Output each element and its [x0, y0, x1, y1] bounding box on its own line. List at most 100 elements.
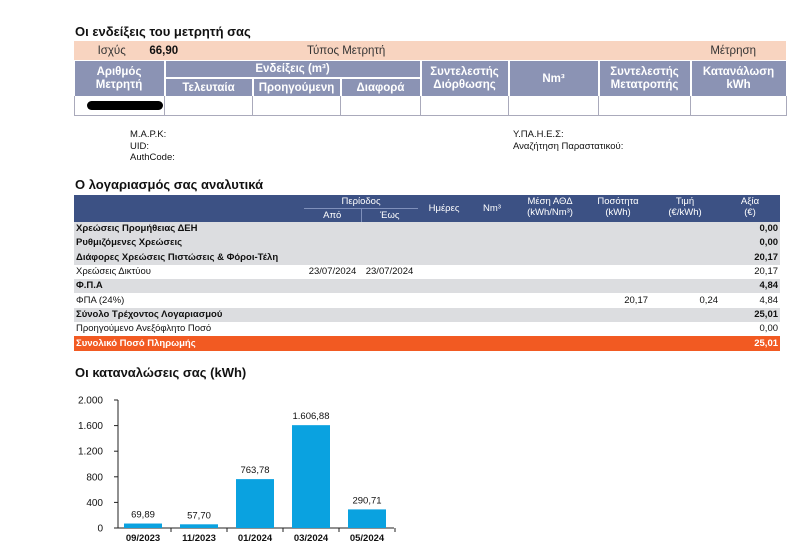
- meter-number-cell: [74, 96, 165, 116]
- bill-row-to: [361, 222, 419, 237]
- bill-row-label: Χρεώσεις Προμήθειας ΔΕΗ: [74, 222, 304, 237]
- x-tick-label: 09/2023: [126, 533, 160, 544]
- header-correction-factor: Συντελεστής Διόρθωσης: [420, 61, 510, 96]
- bill-row-qty: [586, 307, 651, 323]
- meter-section-title: Οι ενδείξεις του μετρητή σας: [75, 24, 251, 39]
- bill-row-label: Σύνολο Τρέχοντος Λογαριασμού: [74, 307, 304, 323]
- y-tick-label: 800: [86, 472, 103, 483]
- bill-row-from: [304, 307, 361, 323]
- bill-row-qty: [586, 322, 651, 337]
- bill-row-days: [418, 293, 471, 308]
- header-nm3: Nm³: [508, 61, 600, 96]
- header-qty: Ποσότητα (kWh): [597, 196, 639, 218]
- correction-cell: [420, 96, 509, 116]
- consumption-cell: [690, 96, 787, 116]
- bill-row-label: Χρεώσεις Δικτύου: [74, 264, 304, 280]
- bill-row-nm3: [470, 222, 515, 237]
- bill-row: Χρεώσεις Προμήθειας ΔΕΗ 0,00: [74, 222, 781, 237]
- header-consumption: Κατανάλωση kWh: [690, 61, 788, 96]
- bill-row-value: 25,01: [720, 336, 781, 351]
- bill-row-from: [304, 250, 361, 265]
- header-days: Ημέρες: [428, 203, 460, 214]
- bill-row-price: [650, 307, 721, 323]
- info-search-invoice: Αναζήτηση Παραστατικού:: [513, 140, 624, 152]
- bill-row-label: Ρυθμιζόμενες Χρεώσεις: [74, 236, 304, 251]
- bar-value-label: 290,71: [352, 495, 381, 506]
- bill-row-label: Φ.Π.Α: [74, 279, 304, 294]
- header-previous: Προηγούμενη: [252, 78, 342, 96]
- y-tick-label: 1.600: [78, 421, 103, 432]
- bill-row-nm3: [470, 250, 515, 265]
- x-tick-label: 05/2024: [350, 533, 385, 544]
- bill-row: Προηγούμενο Ανεξόφλητο Ποσό 0,00: [74, 322, 781, 337]
- bill-row-qty: [586, 279, 651, 294]
- difference-cell: [340, 96, 421, 116]
- consumption-section-title: Οι καταναλώσεις σας (kWh): [75, 365, 247, 380]
- nm3-cell: [508, 96, 599, 116]
- bill-section-title: Ο λογαριασμός σας αναλυτικά: [75, 177, 264, 192]
- bill-row-days: [418, 322, 471, 337]
- bar-value-label: 69,89: [131, 510, 155, 521]
- bill-row-nm3: [470, 236, 515, 251]
- bill-row-avg: [514, 264, 587, 280]
- bill-row-value: 0,00: [720, 322, 781, 337]
- bill-row-days: [418, 279, 471, 294]
- header-period: Περίοδος: [304, 195, 419, 209]
- bill-row-value: 0,00: [720, 236, 781, 251]
- consumption-chart: 0 400 800 1.200 1.600 2.000 69,89 09/2023 57,70 1…: [78, 396, 396, 544]
- bill-row: Χρεώσεις Δικτύου 23/07/2024 23/07/2024 20,1…: [74, 264, 781, 280]
- bill-row-to: [361, 250, 419, 265]
- bill-row-price: [650, 236, 721, 251]
- bill-row-nm3: [470, 293, 515, 308]
- meter-data-row: [74, 96, 787, 116]
- bill-row-from: [304, 236, 361, 251]
- x-tick-label: 11/2023: [182, 533, 216, 544]
- header-price: Τιμή (€/kWh): [668, 196, 702, 218]
- bill-row-label: Διάφορες Χρεώσεις Πιστώσεις & Φόροι-Τέλη: [74, 250, 304, 265]
- conversion-cell: [598, 96, 691, 116]
- bill-row-from: [304, 293, 361, 308]
- meter-power-row: Ισχύς 66,90 Τύπος Μετρητή Μέτρηση: [74, 41, 786, 60]
- last-cell: [164, 96, 253, 116]
- bill-row-to: [361, 279, 419, 294]
- bill-row-to: 23/07/2024: [361, 264, 419, 280]
- bill-row: Σύνολο Τρέχοντος Λογαριασμού 25,01: [74, 307, 781, 323]
- bill-row-days: [418, 307, 471, 323]
- bar: [292, 425, 330, 528]
- measurement-label: Μέτρηση: [710, 44, 756, 57]
- header-avg: Μέση ΑΘΔ (kWh/Nm³): [527, 196, 573, 218]
- bill-row-price: [650, 250, 721, 265]
- y-tick-label: 0: [97, 524, 103, 535]
- bill-row-from: [304, 279, 361, 294]
- bill-table: Περίοδος Ημέρες Nm³ Μέση ΑΘΔ (kWh/Nm³) Πο…: [74, 195, 781, 351]
- previous-cell: [252, 96, 341, 116]
- bill-row-nm3: [470, 322, 515, 337]
- bar: [236, 479, 274, 528]
- header-last: Τελευταία: [164, 78, 254, 96]
- header-meter-number: Αριθμός Μετρητή: [74, 61, 166, 96]
- bill-row-qty: 20,17: [586, 293, 651, 308]
- meter-type-label: Τύπος Μετρητή: [306, 44, 386, 57]
- bill-row: Ρυθμιζόμενες Χρεώσεις 0,00: [74, 236, 781, 251]
- bill-row-days: [418, 236, 471, 251]
- bill-row-value: 20,17: [720, 250, 781, 265]
- y-tick-label: 400: [86, 498, 103, 509]
- bill-row: Συνολικό Ποσό Πληρωμής 25,01: [74, 336, 781, 351]
- bill-row-value: 20,17: [720, 264, 781, 280]
- bill-row-days: [418, 222, 471, 237]
- bill-row-label: Συνολικό Ποσό Πληρωμής: [74, 336, 304, 351]
- bill-row-price: [650, 264, 721, 280]
- bill-row-avg: [514, 279, 587, 294]
- bill-row-to: [361, 322, 419, 337]
- bill-row: Φ.Π.Α 4,84: [74, 279, 781, 294]
- bar-value-label: 57,70: [187, 510, 211, 521]
- bill-row-days: [418, 336, 471, 351]
- bill-row-from: [304, 222, 361, 237]
- bill-row-qty: [586, 236, 651, 251]
- bill-row-price: [650, 322, 721, 337]
- header-readings: Ενδείξεις (m³): [164, 61, 422, 79]
- bill-row-nm3: [470, 307, 515, 323]
- bill-row-label: ΦΠΑ (24%): [74, 293, 304, 308]
- bill-row: Διάφορες Χρεώσεις Πιστώσεις & Φόροι-Τέλη…: [74, 250, 781, 265]
- header-conversion-factor: Συντελεστής Μετατροπής: [598, 61, 692, 96]
